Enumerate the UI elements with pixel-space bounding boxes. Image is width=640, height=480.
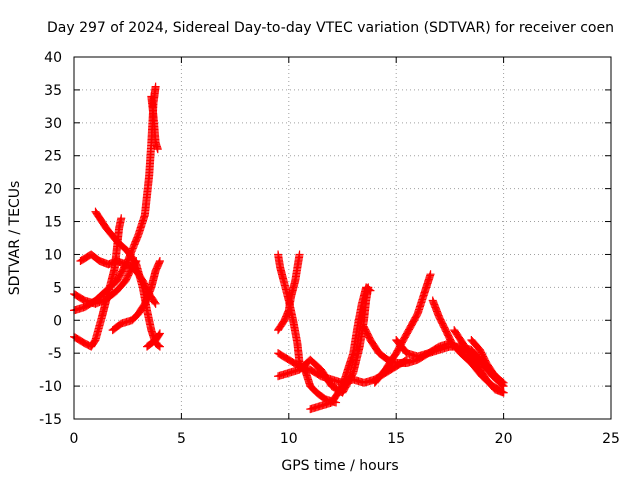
data-point (151, 299, 160, 308)
data-point (155, 329, 164, 338)
y-tick-label: -15 (39, 412, 62, 428)
data-point (155, 257, 164, 266)
y-tick-label: 35 (44, 83, 62, 99)
x-tick-label: 0 (70, 431, 79, 447)
x-axis-label: GPS time / hours (281, 458, 398, 474)
x-tick-label: 10 (280, 431, 298, 447)
x-tick-label: 25 (602, 431, 620, 447)
y-tick-label: 40 (44, 50, 62, 66)
data-point (499, 378, 508, 387)
y-tick-label: -10 (39, 379, 62, 395)
data-point (498, 377, 507, 386)
data-point (499, 388, 508, 397)
data-point (295, 250, 304, 259)
data-point (154, 341, 163, 350)
data-point (155, 330, 164, 339)
series-arc-6 (91, 207, 164, 351)
axis-ticks: 0 5 10 15 20 25 -15 -10 -5 0 5 10 15 20 25 30 35 40 (39, 50, 620, 447)
y-tick-label: 25 (44, 149, 62, 165)
data-point (153, 145, 162, 154)
data-series (70, 82, 508, 414)
chart-title: Day 297 of 2024, Sidereal Day-to-day VTE… (47, 20, 614, 36)
data-point (426, 270, 435, 279)
data-point (151, 82, 160, 91)
series-arc-8 (143, 329, 164, 351)
y-tick-label: 5 (53, 280, 62, 296)
series-arc-19 (467, 336, 508, 387)
y-tick-label: 20 (44, 182, 62, 198)
series-arc-13 (306, 283, 375, 414)
series-arc-10 (274, 250, 304, 335)
series-arc-15 (370, 270, 435, 387)
y-tick-label: 15 (44, 215, 62, 231)
data-point (150, 298, 159, 307)
y-tick-label: 0 (53, 313, 62, 329)
plot-frame (73, 56, 612, 420)
series-arc-18 (450, 326, 508, 397)
data-point (366, 286, 375, 295)
series-arc-7 (108, 257, 164, 335)
x-tick-label: 20 (495, 431, 513, 447)
y-tick-label: 10 (44, 247, 62, 263)
data-point (155, 342, 164, 351)
data-point (117, 214, 126, 223)
y-axis-label: SDTVAR / TECUs (7, 181, 23, 296)
y-tick-label: -5 (48, 346, 62, 362)
series-arc-12 (274, 283, 373, 397)
x-tick-label: 5 (177, 431, 186, 447)
y-tick-label: 30 (44, 116, 62, 132)
x-tick-label: 15 (387, 431, 405, 447)
data-point (365, 285, 374, 294)
series-arc-3 (147, 92, 162, 154)
